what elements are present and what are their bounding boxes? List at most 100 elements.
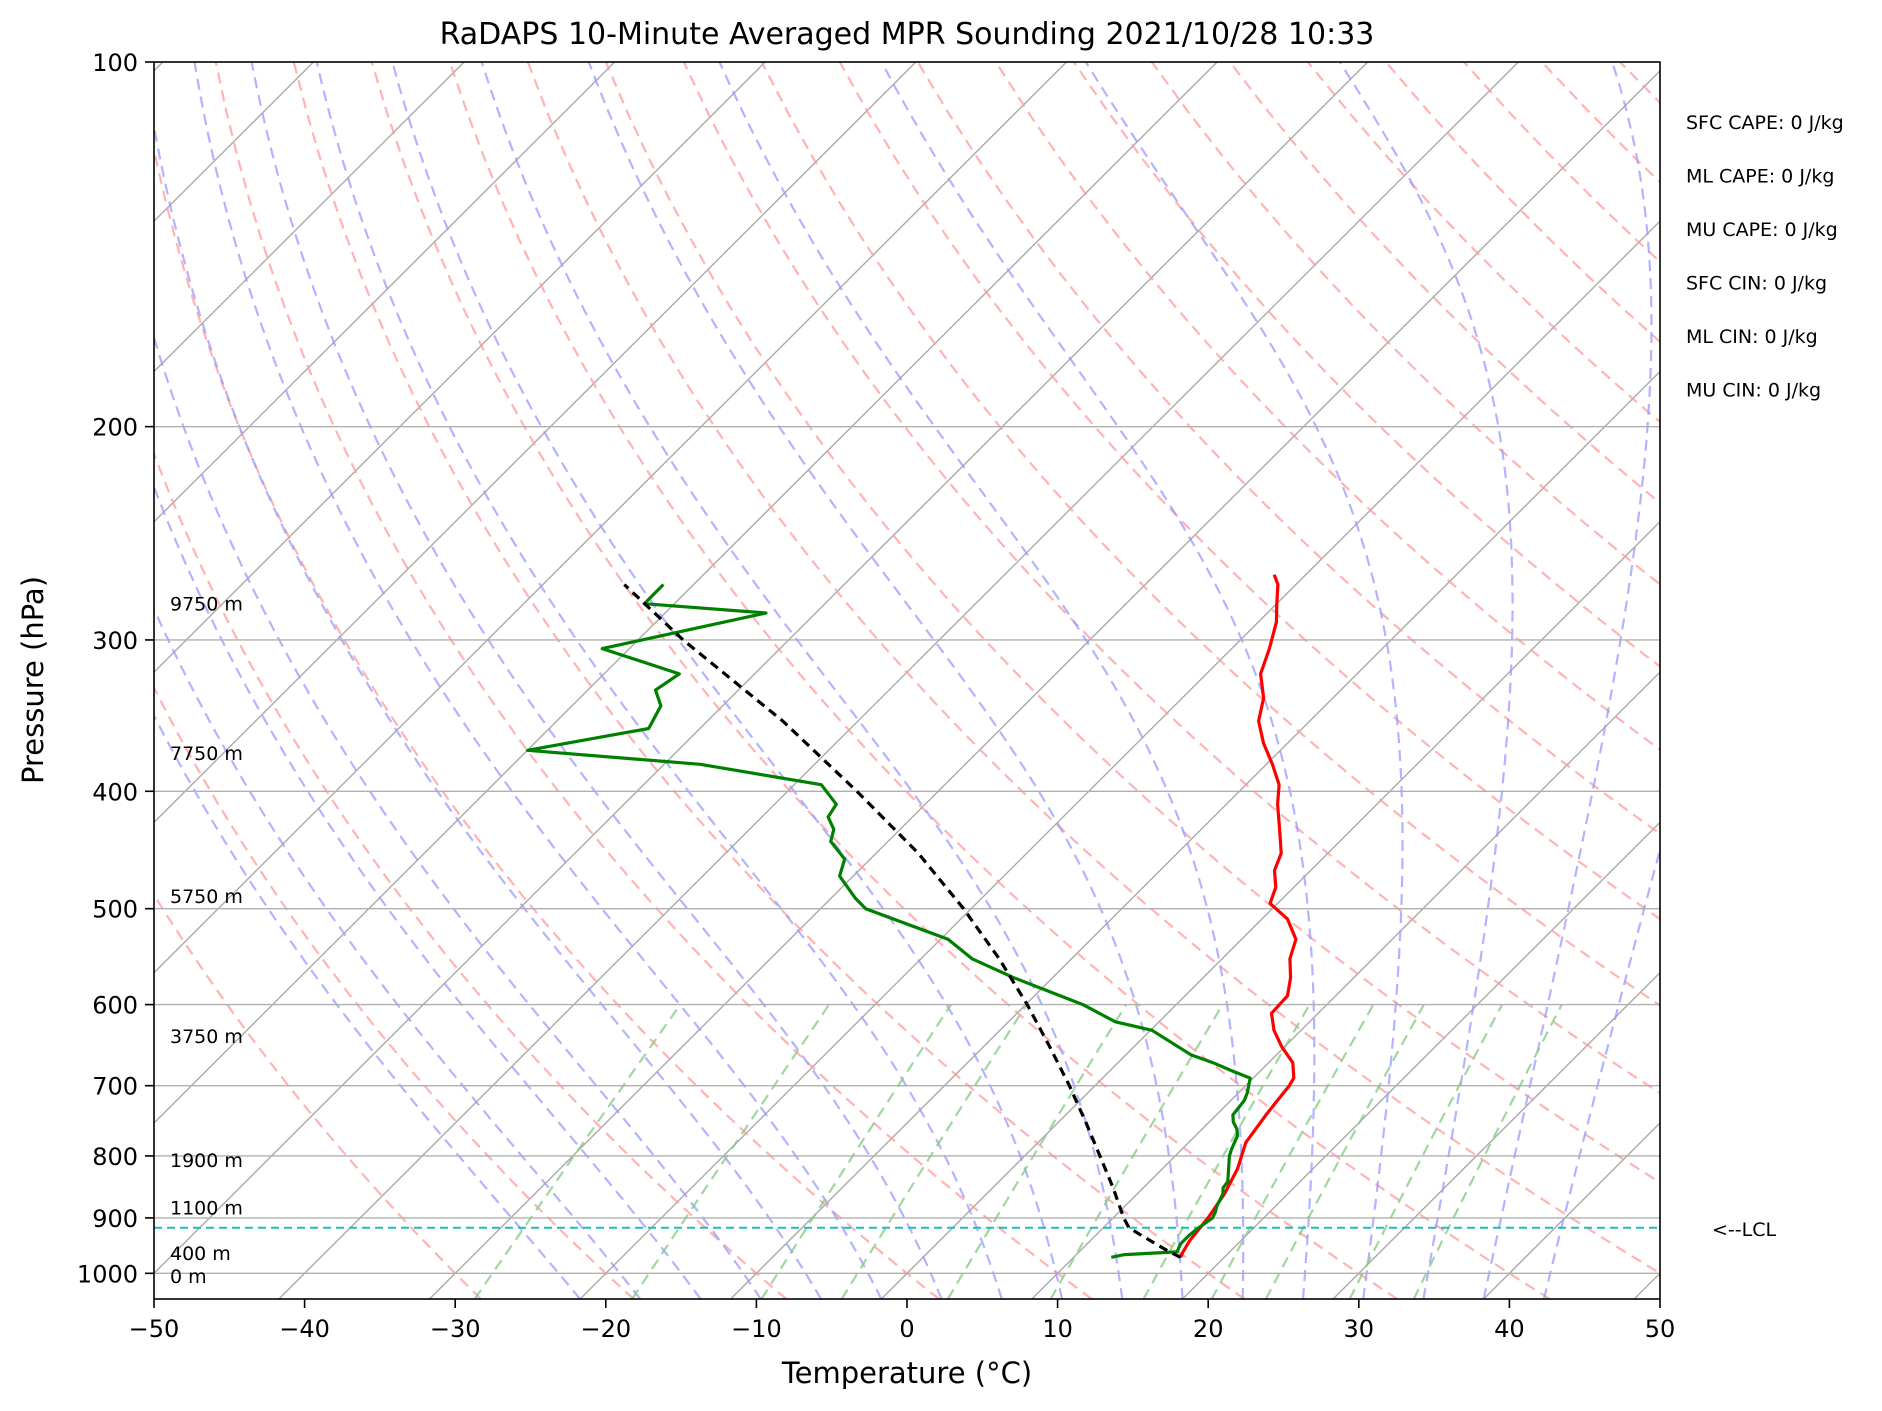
mixing-ratio-line (946, 1004, 1128, 1299)
y-tick-label: 200 (92, 414, 138, 442)
stability-indices: SFC CAPE: 0 J/kg ML CAPE: 0 J/kg MU CAPE: … (1686, 112, 1844, 402)
isotherm-line (1633, 1272, 1660, 1299)
dry-adiabat (1541, 62, 1660, 184)
height-label: 9750 m (170, 594, 243, 616)
height-label: 0 m (170, 1266, 207, 1288)
moist-adiabat (1338, 62, 1514, 1299)
mixing-ratio-line (473, 1003, 682, 1299)
mixing-ratio-line (1049, 1004, 1224, 1299)
x-tick-label: −30 (430, 1315, 481, 1343)
isobar-grid (154, 425, 1660, 1275)
y-tick-label: 1000 (77, 1260, 138, 1288)
isotherm-line (154, 62, 616, 523)
moist-adiabat (193, 62, 883, 1299)
isotherm-line (880, 520, 1660, 1299)
mixing-ratio-line (840, 1004, 1028, 1299)
parcel-profile-line (623, 583, 1182, 1259)
dry-adiabat (370, 62, 1398, 1299)
dry-adiabat (448, 62, 1551, 1299)
dry-adiabat (760, 62, 1660, 1007)
y-tick-label: 500 (92, 896, 138, 924)
dry-adiabat (292, 62, 1246, 1299)
x-tick-label: 20 (1193, 1315, 1224, 1343)
mixing-ratio-line (1210, 1004, 1375, 1299)
isotherm-line (1332, 971, 1660, 1299)
dry-adiabat (838, 62, 1660, 921)
background-lines (0, 62, 1882, 1299)
isotherm-line (1181, 821, 1660, 1299)
moist-adiabat (250, 62, 943, 1299)
isotherm-line (579, 220, 1660, 1299)
y-axis-label: Pressure (hPa) (16, 576, 50, 784)
isotherm-line (1483, 1122, 1660, 1299)
stability-index-label: MU CAPE: 0 J/kg (1686, 219, 1838, 241)
dry-adiabat (604, 62, 1660, 1184)
dry-adiabat (682, 62, 1660, 1095)
dry-adiabat (916, 62, 1660, 836)
isotherm-line (154, 62, 917, 824)
moist-adiabat (154, 483, 702, 1299)
moist-adiabat (154, 606, 642, 1299)
y-tick-label: 900 (92, 1205, 138, 1233)
x-axis-label: Temperature (°C) (781, 1356, 1032, 1390)
moist-adiabat (154, 713, 581, 1299)
isotherm-line (154, 62, 465, 373)
x-tick-label: 50 (1645, 1315, 1676, 1343)
isotherm-line (278, 62, 1519, 1299)
moist-adiabat (480, 62, 1124, 1299)
isotherm-line (1785, 62, 1882, 1299)
moist-adiabat (587, 62, 1184, 1299)
x-tick-label: −10 (731, 1315, 782, 1343)
moist-adiabat (1084, 62, 1404, 1299)
dewpoint-profile-line (525, 583, 1252, 1259)
stability-index-label: ML CIN: 0 J/kg (1686, 326, 1818, 348)
x-axis: −50 −40 −30 −20 −10 0 10 20 30 40 50 (129, 1299, 1676, 1343)
isotherm-line (730, 370, 1660, 1299)
height-label: 1900 m (170, 1150, 243, 1172)
moist-adiabat (1542, 845, 1660, 1299)
x-tick-label: 30 (1344, 1315, 1375, 1343)
mixing-ratio-line (631, 1003, 831, 1299)
moist-adiabat (315, 62, 1003, 1299)
height-label: 1100 m (170, 1197, 243, 1219)
dry-adiabat (154, 450, 788, 1299)
dry-adiabat (526, 62, 1660, 1275)
height-label: 7750 m (170, 743, 243, 765)
dry-adiabat (1698, 62, 1882, 1299)
mixing-ratio-line (1348, 1004, 1504, 1299)
dry-adiabat (214, 62, 1093, 1299)
isotherm-line (428, 69, 1660, 1299)
x-tick-label: 10 (1042, 1315, 1073, 1343)
mixing-ratio-line (1142, 1004, 1311, 1299)
x-tick-label: 0 (899, 1315, 914, 1343)
mixing-ratio-line (1412, 1004, 1563, 1299)
dry-adiabat (1463, 62, 1660, 264)
moist-adiabat (880, 62, 1316, 1299)
stability-index-label: SFC CAPE: 0 J/kg (1686, 112, 1844, 134)
chart-title: RaDAPS 10-Minute Averaged MPR Sounding 2… (440, 17, 1375, 52)
stability-index-label: ML CAPE: 0 J/kg (1686, 166, 1834, 188)
dry-adiabat (154, 892, 482, 1299)
isotherm-line (0, 62, 12, 1299)
isotherm-line (154, 62, 1369, 1275)
mixing-ratio-line (760, 1003, 952, 1299)
moist-adiabat (154, 119, 822, 1299)
height-label: 3750 m (170, 1026, 243, 1048)
x-tick-label: −20 (580, 1315, 631, 1343)
height-label: 400 m (170, 1243, 231, 1265)
dry-adiabat (1307, 62, 1660, 424)
lcl-label: <--LCL (1712, 1219, 1776, 1241)
dry-adiabat (1228, 62, 1660, 505)
temperature-profile-line (1179, 574, 1298, 1258)
stability-index-label: MU CIN: 0 J/kg (1686, 380, 1821, 402)
y-axis: 100 200 300 400 500 600 700 800 900 1000 (77, 49, 154, 1288)
dry-adiabat (154, 144, 940, 1299)
isotherm-line (154, 62, 766, 674)
y-tick-label: 100 (92, 49, 138, 77)
moist-adiabat (718, 62, 1245, 1299)
plot-frame (153, 61, 1661, 1300)
x-tick-label: 40 (1494, 1315, 1525, 1343)
mixing-ratio-line (1264, 1004, 1425, 1299)
